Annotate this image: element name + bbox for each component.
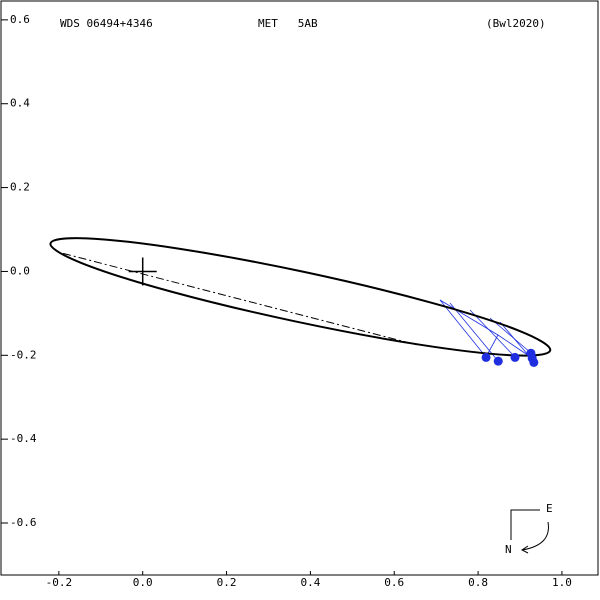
y-tick-label: -0.4 [10, 432, 37, 445]
orbit-curve [49, 237, 552, 357]
observation [510, 352, 520, 362]
x-tick-label: -0.2 [46, 576, 73, 589]
x-tick-label: 0.6 [384, 576, 404, 589]
frame [0, 0, 599, 576]
reference: (Bwl2020) [486, 17, 546, 30]
compass-north: N [505, 543, 512, 556]
x-tick-label: 0.2 [217, 576, 237, 589]
observation [481, 352, 491, 362]
y-tick-label: 0.6 [10, 13, 30, 26]
x-tick-label: 0.0 [133, 576, 153, 589]
y-tick-label: 0.2 [10, 181, 30, 194]
y-tick-label: -0.6 [10, 516, 37, 529]
compass-east: E [546, 502, 553, 515]
x-tick-label: 0.4 [300, 576, 320, 589]
compass [510, 509, 549, 554]
observation [527, 353, 537, 363]
y-tick-label: 0.4 [10, 97, 30, 110]
residual-lines [439, 299, 535, 363]
x-tick-label: 0.8 [468, 576, 488, 589]
y-tick-label: 0.0 [10, 264, 30, 277]
line-of-nodes [62, 252, 419, 346]
chart-title: WDS 06494+4346 [60, 17, 153, 30]
y-tick-label: -0.2 [10, 348, 37, 361]
chart-subtitle: MET 5AB [258, 17, 318, 30]
primary-star [128, 257, 157, 286]
observation [493, 356, 503, 366]
x-tick-label: 1.0 [552, 576, 572, 589]
